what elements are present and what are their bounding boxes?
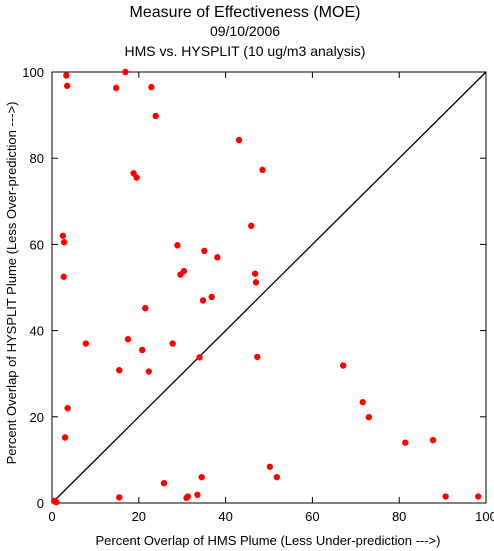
data-point xyxy=(60,239,68,246)
data-point xyxy=(196,354,203,361)
data-point xyxy=(251,270,259,277)
x-tick-label: 0 xyxy=(48,509,55,524)
y-tick-label: 40 xyxy=(30,324,44,339)
x-tick-label: 80 xyxy=(392,509,406,524)
data-point xyxy=(442,493,449,500)
data-point xyxy=(194,491,201,499)
data-point xyxy=(113,84,120,92)
chart-title: Measure of Effectiveness (MOE) xyxy=(130,4,361,21)
y-tick-label: 100 xyxy=(22,65,44,80)
data-point xyxy=(429,436,437,444)
data-point xyxy=(266,463,274,470)
y-tick-label: 20 xyxy=(30,410,44,425)
data-point xyxy=(148,83,155,91)
x-tick-label: 40 xyxy=(218,509,232,524)
x-tick-label: 60 xyxy=(305,509,319,524)
data-point xyxy=(248,222,255,230)
data-point xyxy=(252,279,260,286)
y-axis-label: Percent Overlap of HYSPLIT Plume (Less O… xyxy=(4,102,19,465)
data-point xyxy=(365,414,373,421)
data-point xyxy=(198,473,205,481)
data-point xyxy=(152,112,159,120)
plot-frame xyxy=(51,71,487,504)
data-point xyxy=(208,293,215,301)
chart-subtitle-comparison: HMS vs. HYSPLIT (10 ug/m3 analysis) xyxy=(125,43,366,59)
data-point xyxy=(174,242,181,249)
plot-area: 0 20 40 60 80 100 0 20 40 60 80 100 xyxy=(22,65,494,524)
data-point xyxy=(63,82,71,89)
data-point xyxy=(59,232,67,239)
y-tick-label: 0 xyxy=(37,496,44,511)
data-point xyxy=(214,254,221,261)
data-point xyxy=(122,68,129,76)
data-point xyxy=(180,267,188,275)
one-to-one-line xyxy=(51,71,487,504)
y-tick-label: 80 xyxy=(30,151,44,166)
data-point xyxy=(169,340,176,347)
data-point xyxy=(63,72,70,79)
data-point xyxy=(60,273,67,280)
data-point xyxy=(145,368,152,375)
data-point xyxy=(359,398,366,406)
data-point xyxy=(340,362,347,369)
data-point xyxy=(124,336,132,343)
chart-subtitle-date: 09/10/2006 xyxy=(210,23,280,39)
data-point xyxy=(273,473,281,481)
data-point xyxy=(235,136,243,144)
x-tick-label: 100 xyxy=(475,509,494,524)
data-point xyxy=(64,404,71,412)
x-axis-label: Percent Overlap of HMS Plume (Less Under… xyxy=(96,533,441,548)
data-point xyxy=(254,353,261,361)
data-point xyxy=(139,346,146,354)
data-point xyxy=(474,493,482,500)
data-point xyxy=(199,297,207,304)
data-point xyxy=(184,493,192,500)
data-point xyxy=(133,174,140,181)
data-point xyxy=(201,247,208,255)
data-point xyxy=(402,439,409,446)
x-tick-label: 20 xyxy=(132,509,146,524)
data-point xyxy=(82,340,90,347)
data-point xyxy=(259,166,266,174)
data-point xyxy=(160,479,168,487)
data-point xyxy=(53,498,60,506)
data-point xyxy=(61,434,69,441)
data-point xyxy=(116,367,123,374)
data-point xyxy=(116,494,123,501)
y-tick-label: 60 xyxy=(30,237,44,252)
data-point xyxy=(142,304,149,312)
